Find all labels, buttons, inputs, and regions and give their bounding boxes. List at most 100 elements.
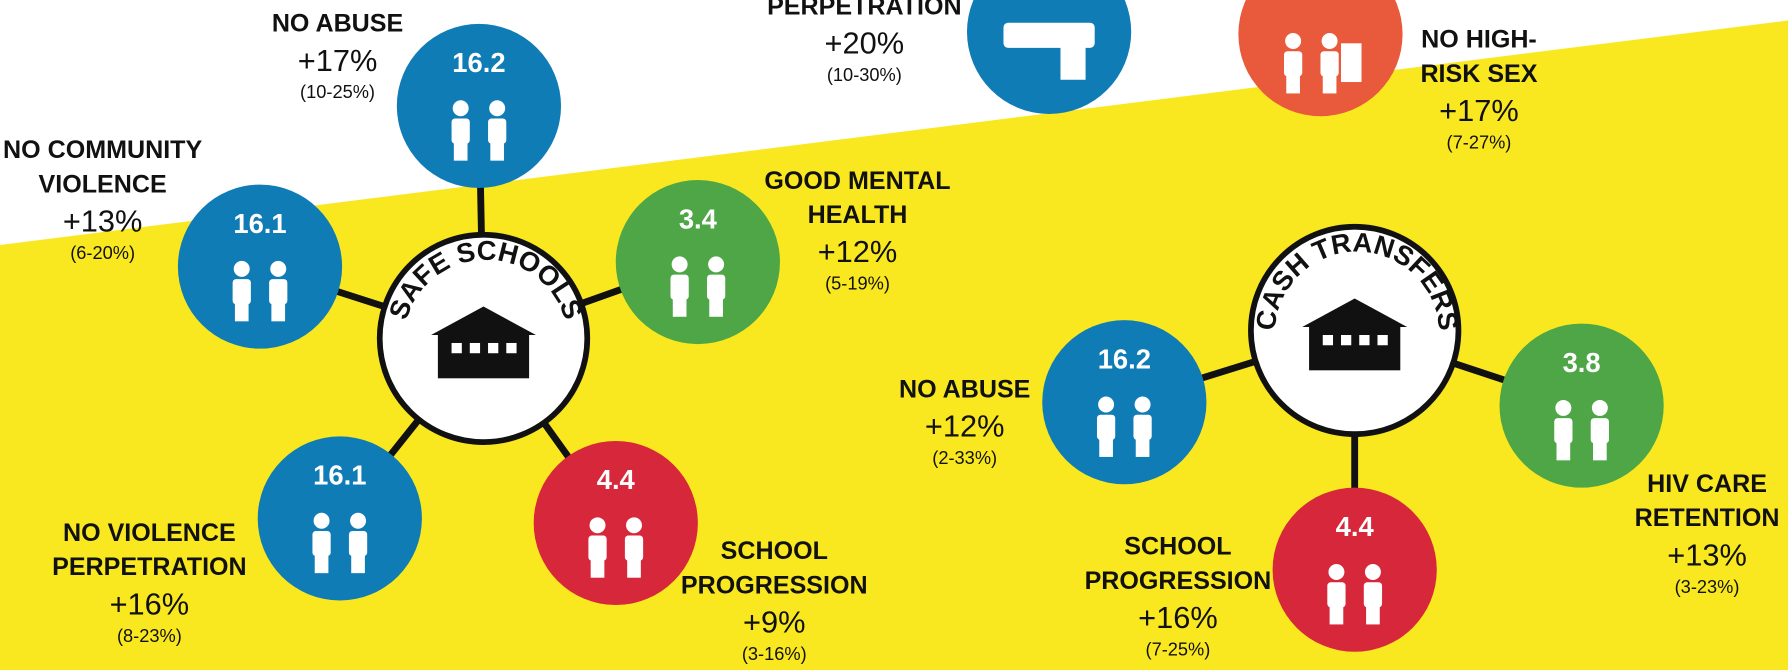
icon-head: [350, 513, 366, 529]
icon-body: [1364, 582, 1382, 607]
icon-body: [312, 531, 330, 556]
icon-body: [1320, 51, 1338, 76]
outcome-range: (7-27%): [1447, 131, 1512, 152]
sdg-number: 3.4: [679, 203, 718, 234]
outcome-effect: +13%: [1667, 537, 1747, 572]
icon-box: [1341, 43, 1362, 82]
sdg-number: 4.4: [1336, 511, 1375, 542]
outcome-label: PROGRESSION: [681, 571, 868, 599]
outcome-label: SCHOOL: [1124, 533, 1231, 561]
icon-legs: [1323, 75, 1337, 93]
icon-head: [1555, 400, 1571, 416]
icon-legs: [315, 555, 329, 573]
icon-body: [1097, 415, 1115, 440]
icon-head: [1365, 564, 1381, 580]
hub-icon-window: [1341, 335, 1351, 345]
hub-icon-window: [1377, 335, 1387, 345]
icon-head: [1328, 564, 1344, 580]
outcome-label: RISK SEX: [1420, 60, 1537, 88]
outcome-effect: +20%: [825, 26, 905, 61]
outcome-range: (2-33%): [932, 447, 997, 468]
icon-head: [1135, 397, 1151, 413]
outcome-effect: +12%: [925, 409, 1005, 444]
outcome-label: PROGRESSION: [1085, 567, 1272, 595]
outcome-label: NO HIGH-: [1421, 26, 1537, 54]
sdg-number: 16.2: [452, 47, 505, 78]
icon-legs: [1366, 606, 1380, 624]
icon-legs: [1136, 439, 1150, 457]
outcome-effect: +13%: [63, 203, 143, 238]
outcome-range: (3-16%): [742, 643, 807, 664]
icon-legs: [1330, 606, 1344, 624]
icon-body: [452, 119, 470, 144]
icon-legs: [1557, 442, 1571, 460]
outcome-label: VIOLENCE: [39, 170, 167, 198]
icon-head: [270, 261, 286, 277]
outcome-range: (10-25%): [300, 81, 375, 102]
outcome-effect: +17%: [1439, 93, 1519, 128]
outcome-range: (8-23%): [117, 625, 182, 646]
icon-legs: [1099, 439, 1113, 457]
outcome-label: NO VIOLENCE: [63, 519, 236, 547]
outcome-range: (3-23%): [1675, 576, 1740, 597]
infographic: PERPETRATION +20% (10-30%) NO HIGH- RISK SEX…: [0, 0, 1788, 670]
icon-head: [1098, 397, 1114, 413]
icon-head: [626, 517, 642, 533]
icon-legs: [627, 559, 641, 577]
outcome-effect: +17%: [298, 43, 378, 78]
icon-body: [1133, 415, 1151, 440]
hub-icon-window: [506, 343, 516, 353]
outcome-label: SCHOOL: [721, 537, 828, 565]
icon-legs: [271, 303, 285, 321]
sdg-number: 16.1: [313, 460, 366, 491]
icon-head: [590, 517, 606, 533]
icon-legs: [709, 299, 723, 317]
icon-legs: [490, 142, 504, 160]
icon-body: [1327, 582, 1345, 607]
icon-head: [234, 261, 250, 277]
sdg-number: 16.1: [233, 208, 286, 239]
icon-legs: [1593, 442, 1607, 460]
icon-body: [588, 536, 606, 561]
outcome-range: (5-19%): [825, 273, 890, 294]
hub-icon-window: [1323, 335, 1333, 345]
icon-legs: [673, 299, 687, 317]
sdg-number: 4.4: [597, 464, 636, 495]
hub-icon: [438, 333, 529, 379]
icon-body: [349, 531, 367, 556]
icon-legs: [1286, 75, 1300, 93]
sdg-number: 16.2: [1098, 343, 1151, 374]
icon-head: [672, 256, 688, 272]
icon-head: [708, 256, 724, 272]
icon-body: [1284, 51, 1302, 76]
icon-body: [488, 119, 506, 144]
outcome-effect: +9%: [743, 605, 805, 640]
outcome-label: NO COMMUNITY: [3, 136, 202, 164]
icon-legs: [235, 303, 249, 321]
hub-icon: [1309, 325, 1400, 371]
outcome-range: (7-25%): [1146, 638, 1211, 659]
outcome-label: PERPETRATION: [52, 553, 247, 581]
icon-head: [1592, 400, 1608, 416]
hub-icon-window: [1359, 335, 1369, 345]
sdg-number: 3.8: [1563, 347, 1601, 378]
outcome-range: (10-30%): [827, 64, 902, 85]
icon-gun-grip: [1060, 43, 1085, 79]
icon-body: [707, 275, 725, 300]
icon-head: [1285, 33, 1301, 49]
outcome-label: RETENTION: [1635, 504, 1780, 532]
icon-legs: [591, 559, 605, 577]
icon-head: [453, 100, 469, 116]
icon-head: [314, 513, 330, 529]
hub-icon-window: [452, 343, 462, 353]
icon-body: [233, 279, 251, 304]
icon-legs: [454, 142, 468, 160]
icon-legs: [351, 555, 365, 573]
outcome-label: NO ABUSE: [272, 10, 403, 38]
icon-body: [1591, 418, 1609, 443]
outcome-effect: +12%: [818, 234, 898, 269]
outcome-effect: +16%: [110, 586, 190, 621]
outcome-range: (6-20%): [70, 242, 135, 263]
icon-head: [489, 100, 505, 116]
outcome-label: HIV CARE: [1647, 470, 1767, 498]
